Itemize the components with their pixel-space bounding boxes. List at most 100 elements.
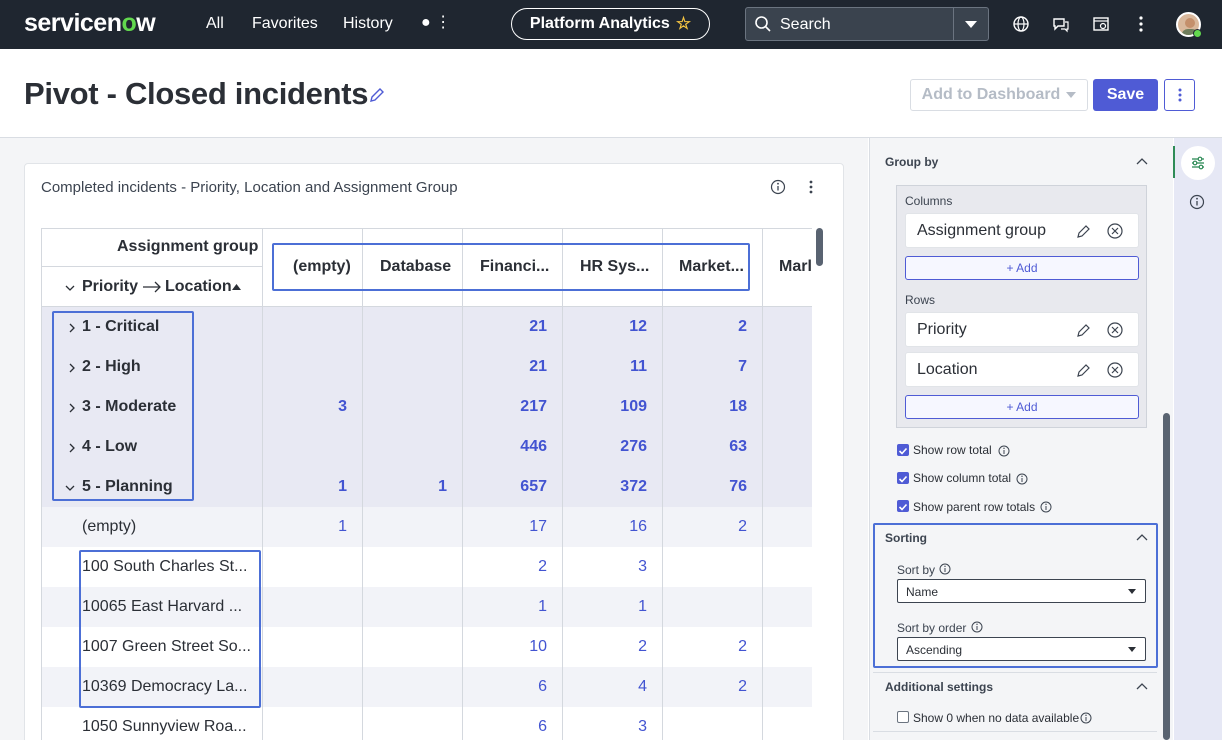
remove-circle-icon[interactable]	[1106, 361, 1124, 379]
nav-all[interactable]: All	[206, 15, 224, 32]
cell-value[interactable]: 76	[729, 478, 747, 495]
chevron-up-icon[interactable]	[1136, 157, 1148, 165]
card-more-vertical-icon[interactable]	[803, 179, 819, 195]
chevron-right-icon[interactable]	[67, 323, 77, 333]
info-icon[interactable]	[1080, 712, 1092, 724]
cell-value[interactable]: 2	[738, 678, 747, 695]
cell-value[interactable]: 446	[520, 438, 547, 455]
info-icon[interactable]	[998, 445, 1010, 457]
cell-value[interactable]: 3	[638, 718, 647, 735]
nav-history[interactable]: History	[343, 15, 393, 32]
header-more-button[interactable]	[1164, 79, 1195, 111]
cell-value[interactable]: 1	[638, 598, 647, 615]
globe-icon[interactable]	[1011, 14, 1031, 34]
cell-value[interactable]: 17	[529, 518, 547, 535]
column-header-empty[interactable]: (empty)	[293, 258, 351, 275]
column-header-marl[interactable]: Marl	[779, 258, 812, 275]
cell-value[interactable]: 7	[738, 358, 747, 375]
cell-value[interactable]: 6	[538, 718, 547, 735]
cell-value[interactable]: 2	[638, 638, 647, 655]
save-button[interactable]: Save	[1093, 79, 1158, 111]
add-column-button[interactable]: + Add	[905, 256, 1139, 280]
show-parent-row-totals-checkbox[interactable]	[897, 500, 909, 512]
cell-value[interactable]: 372	[620, 478, 647, 495]
more-vertical-icon[interactable]	[1131, 14, 1151, 34]
rail-settings-button[interactable]	[1181, 146, 1215, 180]
show-column-total-checkbox[interactable]	[897, 472, 909, 484]
cell-value[interactable]: 109	[620, 398, 647, 415]
servicenow-logo[interactable]: servicenow	[24, 9, 156, 38]
add-row-button[interactable]: + Add	[905, 395, 1139, 419]
sort-order-select[interactable]: Ascending	[897, 637, 1146, 661]
cell-value[interactable]: 2	[738, 318, 747, 335]
info-icon[interactable]	[770, 179, 786, 195]
show-row-total-checkbox[interactable]	[897, 444, 909, 456]
cell-value[interactable]: 4	[638, 678, 647, 695]
cell-value[interactable]: 657	[520, 478, 547, 495]
nav-favorites[interactable]: Favorites	[252, 15, 318, 32]
cell-value[interactable]: 21	[529, 358, 547, 375]
info-icon[interactable]	[971, 621, 983, 633]
nav-more-menu[interactable]: ● ⋮	[421, 14, 452, 31]
info-icon[interactable]	[939, 563, 951, 575]
table-scrollbar[interactable]	[816, 228, 823, 266]
cell-value[interactable]: 63	[729, 438, 747, 455]
sort-by-select[interactable]: Name	[897, 579, 1146, 603]
column-chip-assignment-group[interactable]: Assignment group	[905, 213, 1139, 248]
info-icon[interactable]	[1016, 473, 1028, 485]
cell-value[interactable]: 1	[538, 598, 547, 615]
chevron-up-icon[interactable]	[1136, 682, 1148, 690]
cell-value[interactable]: 10	[529, 638, 547, 655]
cell-value[interactable]: 6	[538, 678, 547, 695]
chevron-down-icon[interactable]	[65, 483, 75, 493]
info-icon[interactable]	[1040, 501, 1052, 513]
cell-value[interactable]: 21	[529, 318, 547, 335]
platform-analytics-pill[interactable]: Platform Analytics ☆	[511, 8, 710, 40]
chat-icon[interactable]	[1051, 14, 1071, 34]
cell-value[interactable]: 11	[630, 358, 647, 375]
panel-scrollbar[interactable]	[1163, 413, 1170, 740]
cell-value[interactable]: 1	[438, 478, 447, 495]
group-by-heading[interactable]: Group by	[885, 155, 939, 169]
chevron-right-icon[interactable]	[67, 443, 77, 453]
chevron-right-icon[interactable]	[67, 403, 77, 413]
row-chip-priority[interactable]: Priority	[905, 312, 1139, 347]
global-search[interactable]: Search	[745, 7, 989, 41]
cell-value[interactable]: 16	[629, 518, 647, 535]
remove-circle-icon[interactable]	[1106, 222, 1124, 240]
column-header-financial[interactable]: Financi...	[480, 258, 550, 275]
column-header-database[interactable]: Database	[380, 258, 452, 275]
chevron-down-icon[interactable]	[65, 283, 75, 293]
pencil-icon[interactable]	[1076, 223, 1092, 239]
cell-value[interactable]: 1	[338, 518, 347, 535]
remove-circle-icon[interactable]	[1106, 321, 1124, 339]
cell-value[interactable]: 2	[738, 518, 747, 535]
edit-title-pencil-icon[interactable]	[368, 86, 386, 104]
pencil-icon[interactable]	[1076, 322, 1092, 338]
chevron-right-icon[interactable]	[67, 363, 77, 373]
cell-value[interactable]: 1	[338, 478, 347, 495]
cell-value[interactable]: 217	[520, 398, 547, 415]
column-header-hr-systems[interactable]: HR Sys...	[580, 258, 650, 275]
column-header-marketing[interactable]: Market...	[679, 258, 744, 275]
show-zero-checkbox[interactable]	[897, 711, 909, 723]
cell-value[interactable]: 276	[620, 438, 647, 455]
row-chip-location[interactable]: Location	[905, 352, 1139, 387]
additional-settings-heading[interactable]: Additional settings	[885, 680, 993, 694]
row-header-priority[interactable]: Priority	[82, 278, 139, 295]
sorting-heading[interactable]: Sorting	[885, 531, 927, 545]
search-scope-dropdown[interactable]	[965, 21, 977, 28]
chevron-up-icon[interactable]	[1136, 533, 1148, 541]
cell-value[interactable]: 12	[629, 318, 647, 335]
cell-value[interactable]: 2	[738, 638, 747, 655]
cell-value[interactable]: 2	[538, 558, 547, 575]
cell-value[interactable]: 3	[338, 398, 347, 415]
sort-ascending-icon[interactable]	[232, 284, 241, 290]
row-header-location[interactable]: Location	[165, 278, 232, 295]
pencil-icon[interactable]	[1076, 362, 1092, 378]
rail-info-icon[interactable]	[1189, 194, 1205, 210]
preview-window-icon[interactable]	[1091, 14, 1111, 34]
cell-value[interactable]: 3	[638, 558, 647, 575]
star-icon[interactable]: ☆	[675, 14, 692, 33]
cell-value[interactable]: 18	[729, 398, 747, 415]
